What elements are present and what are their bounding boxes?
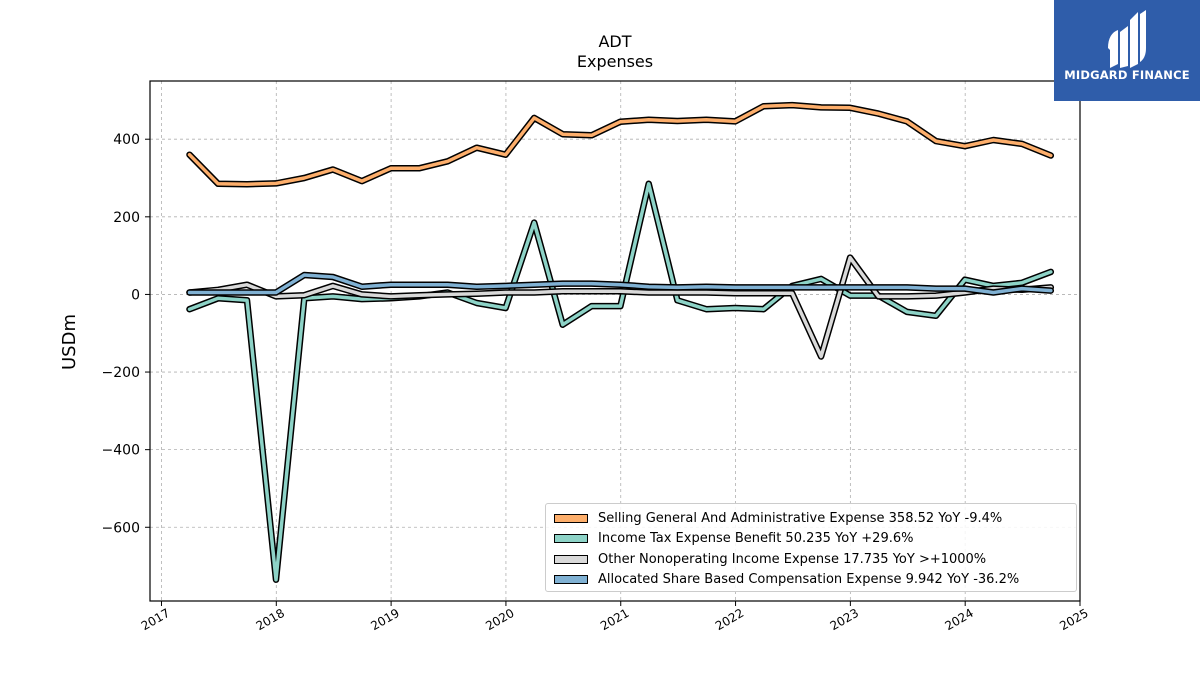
legend-item-other-nonoperating: Other Nonoperating Income Expense 17.735… [554,549,1068,570]
series-2 [186,254,1055,360]
legend-swatch [554,575,588,585]
series-line [187,255,1053,359]
axis-ticks: 2017 2018 2019 2020 2021 2022 2023 2024 2025 400 2… [102,132,1091,633]
x-tick-label: 2022 [713,606,746,633]
legend-swatch [554,534,588,544]
legend-swatch [554,513,588,523]
y-tick-label: 0 [131,287,140,303]
chart-title: ADT [598,32,631,51]
series-1 [186,180,1055,583]
legend-item-share-based-comp: Allocated Share Based Compensation Expen… [554,570,1068,591]
y-tick-label: −600 [102,520,140,536]
y-tick-label: −400 [102,443,140,459]
legend-item-sga: Selling General And Administrative Expen… [554,508,1068,529]
x-tick-label: 2021 [598,606,631,633]
legend-label: Other Nonoperating Income Expense 17.735… [598,551,987,567]
y-tick-label: −200 [102,365,140,381]
series-line [187,273,1053,295]
legend-swatch [554,554,588,564]
legend-label: Allocated Share Based Compensation Expen… [598,572,1020,588]
legend-label: Selling General And Administrative Expen… [598,510,1003,526]
series-line [187,103,1053,186]
x-tick-label: 2024 [942,606,975,633]
x-tick-label: 2023 [828,606,861,633]
series-0 [186,101,1055,188]
x-tick-label: 2020 [483,606,516,633]
chart-subtitle: Expenses [577,52,653,71]
logo-mark-icon [1108,10,1146,68]
series-3 [186,271,1055,296]
brand-name: MIDGARD FINANCE [1064,68,1190,82]
x-tick-label: 2019 [368,606,401,633]
y-tick-label: 200 [113,210,140,226]
series-lines [186,101,1055,583]
plot-area-frame [149,80,1081,602]
chart-legend: Selling General And Administrative Expen… [545,503,1077,592]
legend-item-income-tax: Income Tax Expense Benefit 50.235 YoY +2… [554,529,1068,550]
legend-label: Income Tax Expense Benefit 50.235 YoY +2… [598,531,914,547]
series-line [187,182,1053,582]
x-tick-label: 2018 [254,606,287,633]
x-tick-label: 2017 [139,606,172,633]
y-tick-label: 400 [113,132,140,148]
x-tick-label: 2025 [1057,606,1090,633]
brand-logo: MIDGARD FINANCE [1054,0,1200,101]
y-axis-label: USDm [59,314,80,370]
